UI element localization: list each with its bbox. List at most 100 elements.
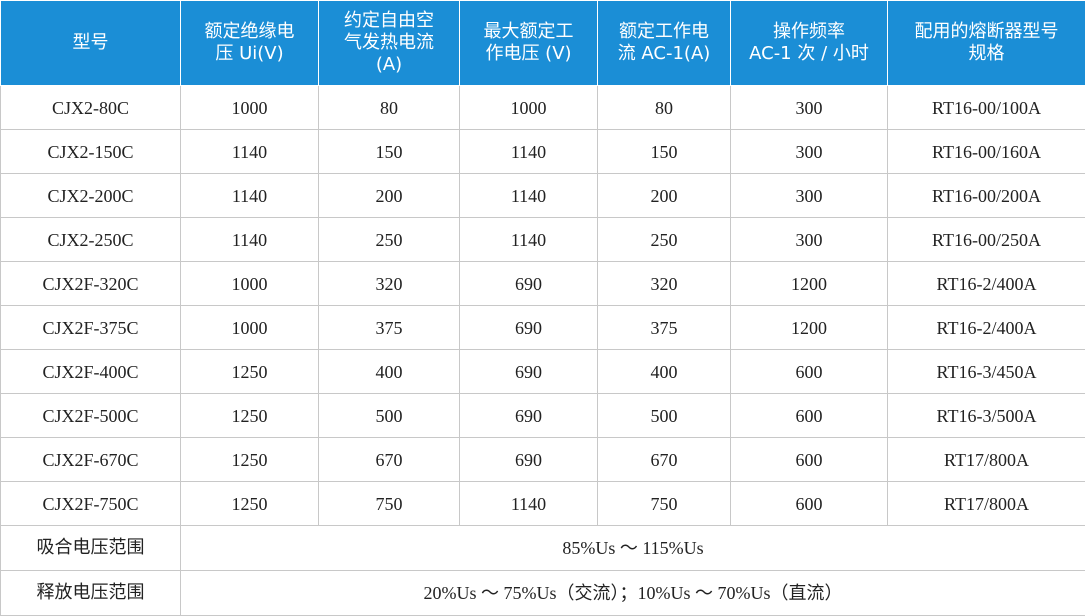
table-cell: RT16-2/400A — [888, 262, 1085, 306]
table-cell: CJX2F-320C — [1, 262, 181, 306]
table-cell: 1140 — [181, 174, 319, 218]
table-cell: CJX2F-750C — [1, 482, 181, 526]
table-cell: 690 — [460, 438, 598, 482]
table-cell: CJX2-150C — [1, 130, 181, 174]
table-cell: 200 — [319, 174, 460, 218]
table-cell: 1250 — [181, 394, 319, 438]
header-line: 额定绝缘电 — [181, 21, 318, 43]
footer-label: 吸合电压范围 — [1, 526, 181, 571]
table-cell: CJX2-80C — [1, 86, 181, 130]
table-cell: 1200 — [731, 262, 888, 306]
header-cell: 型号 — [1, 1, 181, 86]
table-cell: CJX2F-500C — [1, 394, 181, 438]
table-cell: 1140 — [181, 218, 319, 262]
table-cell: 750 — [319, 482, 460, 526]
table-cell: 690 — [460, 350, 598, 394]
table-cell: 1140 — [460, 174, 598, 218]
table-cell: 1250 — [181, 350, 319, 394]
table-cell: 150 — [319, 130, 460, 174]
table-cell: 200 — [598, 174, 731, 218]
table-cell: 1140 — [181, 130, 319, 174]
table-cell: 600 — [731, 394, 888, 438]
header-cell: 最大额定工作电压 (V) — [460, 1, 598, 86]
table-cell: CJX2F-400C — [1, 350, 181, 394]
table-cell: 320 — [319, 262, 460, 306]
table-cell: 1000 — [460, 86, 598, 130]
table-cell: 300 — [731, 86, 888, 130]
table-cell: RT16-00/200A — [888, 174, 1085, 218]
table-cell: CJX2-250C — [1, 218, 181, 262]
footer-label: 释放电压范围 — [1, 571, 181, 616]
header-cell: 配用的熔断器型号规格 — [888, 1, 1085, 86]
table-cell: 1140 — [460, 130, 598, 174]
header-cell: 额定工作电流 AC-1(A) — [598, 1, 731, 86]
table-cell: RT16-00/250A — [888, 218, 1085, 262]
table-cell: 1000 — [181, 262, 319, 306]
table-cell: 150 — [598, 130, 731, 174]
header-cell: 约定自由空气发热电流(A) — [319, 1, 460, 86]
header-line: 流 AC-1(A) — [598, 43, 730, 65]
table-cell: RT16-00/160A — [888, 130, 1085, 174]
table-cell: 250 — [598, 218, 731, 262]
table-cell: 1250 — [181, 438, 319, 482]
table-cell: RT16-3/450A — [888, 350, 1085, 394]
header-line: 额定工作电 — [598, 21, 730, 43]
table-cell: CJX2F-375C — [1, 306, 181, 350]
table-cell: 600 — [731, 350, 888, 394]
table-cell: 500 — [319, 394, 460, 438]
table-cell: 1140 — [460, 482, 598, 526]
table-cell: 670 — [598, 438, 731, 482]
table-cell: 600 — [731, 438, 888, 482]
table-cell: 670 — [319, 438, 460, 482]
table-cell: 375 — [598, 306, 731, 350]
footer-value: 85%Us ～ 115%Us — [181, 526, 1085, 571]
table-cell: 500 — [598, 394, 731, 438]
table-cell: 300 — [731, 130, 888, 174]
table-cell: 400 — [598, 350, 731, 394]
table-cell: 600 — [731, 482, 888, 526]
table-cell: 750 — [598, 482, 731, 526]
header-line: 最大额定工 — [460, 21, 597, 43]
table-cell: 1000 — [181, 86, 319, 130]
header-line: AC-1 次 / 小时 — [731, 43, 887, 65]
table-cell: 1140 — [460, 218, 598, 262]
table-cell: RT17/800A — [888, 438, 1085, 482]
table-cell: 300 — [731, 174, 888, 218]
table-cell: 375 — [319, 306, 460, 350]
header-line: 配用的熔断器型号 — [888, 21, 1085, 43]
table-cell: 250 — [319, 218, 460, 262]
table-cell: RT16-2/400A — [888, 306, 1085, 350]
table-cell: 300 — [731, 218, 888, 262]
table-cell: 80 — [319, 86, 460, 130]
header-line: 作电压 (V) — [460, 43, 597, 65]
header-line: 气发热电流 — [319, 32, 459, 54]
table-cell: RT16-00/100A — [888, 86, 1085, 130]
table-cell: 1250 — [181, 482, 319, 526]
header-line: 约定自由空 — [319, 10, 459, 32]
header-row: 型号额定绝缘电压 Ui(V)约定自由空气发热电流(A)最大额定工作电压 (V)额… — [1, 1, 1085, 86]
header-line: 规格 — [888, 43, 1085, 65]
header-line: 压 Ui(V) — [181, 43, 318, 65]
header-line: 操作频率 — [731, 21, 887, 43]
table-cell: 1200 — [731, 306, 888, 350]
table-cell: 1000 — [181, 306, 319, 350]
table-cell: RT16-3/500A — [888, 394, 1085, 438]
table-cell: CJX2F-670C — [1, 438, 181, 482]
table-cell: 80 — [598, 86, 731, 130]
table-cell: 690 — [460, 306, 598, 350]
